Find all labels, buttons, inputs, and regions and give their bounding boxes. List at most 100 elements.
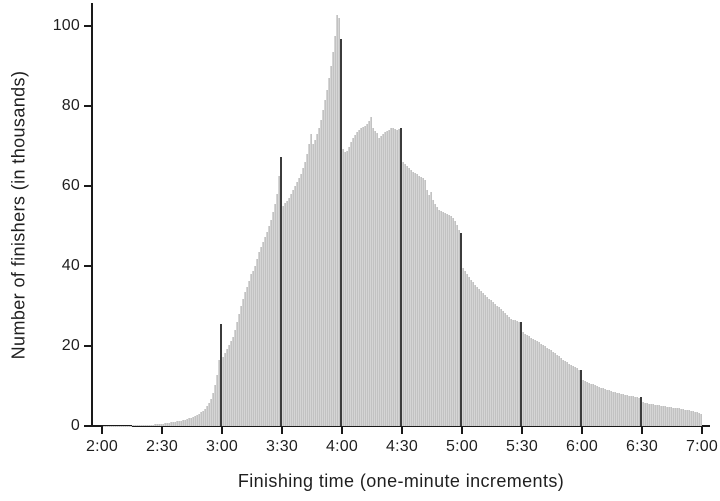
- histogram-bar: [544, 346, 546, 426]
- histogram-bar: [494, 304, 496, 426]
- histogram-bar: [434, 203, 436, 426]
- histogram-bar: [490, 300, 492, 426]
- histogram-bar: [350, 142, 352, 426]
- histogram-bar: [166, 423, 168, 426]
- histogram-bar: [390, 128, 392, 426]
- histogram-bar: [290, 194, 292, 426]
- histogram-bar: [160, 423, 162, 426]
- histogram-bar: [408, 168, 410, 426]
- histogram-bar: [396, 129, 398, 426]
- histogram-bar: [294, 186, 296, 426]
- histogram-bar: [154, 424, 156, 426]
- histogram-bar: [304, 162, 306, 426]
- histogram-bar: [266, 231, 268, 426]
- histogram-bar: [468, 276, 470, 426]
- x-tick-mark: [581, 426, 583, 434]
- histogram-bar: [310, 134, 312, 426]
- x-axis-title: Finishing time (one-minute increments): [237, 471, 565, 491]
- histogram-bar: [296, 182, 298, 426]
- histogram-bar: [184, 419, 186, 426]
- histogram-bar: [336, 14, 338, 426]
- histogram-bar: [652, 404, 654, 426]
- histogram-bar: [328, 78, 330, 426]
- histogram-bar: [394, 128, 396, 426]
- histogram-bar: [210, 398, 212, 426]
- histogram-bar: [232, 336, 234, 426]
- histogram-bar: [364, 125, 366, 426]
- histogram-bar: [308, 144, 310, 426]
- x-tick-mark: [401, 426, 403, 434]
- histogram-bar: [242, 298, 244, 426]
- histogram-bar: [446, 214, 448, 426]
- histogram-bar: [170, 422, 172, 426]
- histogram-bar: [368, 121, 370, 426]
- histogram-bar: [192, 416, 194, 426]
- histogram-bar: [398, 128, 400, 426]
- histogram-bar: [352, 138, 354, 426]
- histogram-bar: [424, 180, 426, 426]
- histogram-bar: [298, 178, 300, 426]
- histogram-bar: [418, 175, 420, 426]
- histogram-bar: [248, 281, 250, 426]
- histogram-bar: [614, 392, 616, 426]
- x-tick-label: 5:00: [446, 438, 478, 455]
- histogram-bar: [194, 415, 196, 426]
- histogram-bar: [246, 286, 248, 426]
- histogram-bar: [402, 162, 404, 426]
- histogram-bar: [264, 237, 266, 426]
- histogram-bar: [454, 221, 456, 426]
- histogram-bar: [370, 116, 372, 426]
- histogram-bar: [200, 412, 202, 426]
- histogram-bar: [534, 340, 536, 426]
- y-tick-mark: [84, 25, 92, 27]
- histogram-bar: [288, 198, 290, 426]
- histogram-bar: [244, 292, 246, 426]
- histogram-bar: [672, 407, 674, 426]
- histogram-bar: [594, 385, 596, 426]
- histogram-bar: [516, 321, 518, 426]
- histogram-bar: [382, 134, 384, 426]
- histogram-bar: [236, 322, 238, 426]
- histogram-bar: [344, 152, 346, 426]
- histogram-bar: [656, 405, 658, 426]
- histogram-bar: [532, 338, 534, 426]
- histogram-bar: [470, 279, 472, 426]
- histogram-bar: [650, 404, 652, 426]
- histogram-bar: [634, 396, 636, 426]
- histogram-bar: [316, 134, 318, 426]
- y-tick-mark: [84, 345, 92, 347]
- histogram-bar: [692, 411, 694, 426]
- histogram-bar: [332, 52, 334, 426]
- histogram-bar: [586, 382, 588, 426]
- histogram-bar: [552, 351, 554, 426]
- histogram-bar: [482, 292, 484, 426]
- histogram-bar: [442, 212, 444, 426]
- histogram-bar: [674, 407, 676, 426]
- histogram-bar: [700, 413, 702, 426]
- histogram-bars: [102, 3, 702, 426]
- histogram-bar: [602, 388, 604, 426]
- histogram-bar: [658, 405, 660, 426]
- histogram-bar: [662, 406, 664, 426]
- histogram-bar: [480, 290, 482, 426]
- histogram-bar: [562, 359, 564, 426]
- histogram-bar: [578, 369, 580, 426]
- histogram-bar: [538, 342, 540, 426]
- histogram-bar-highlight: [640, 397, 642, 426]
- y-tick-label: 40: [61, 257, 80, 274]
- histogram-bar: [620, 393, 622, 426]
- histogram-bar: [664, 406, 666, 426]
- histogram-bar: [550, 350, 552, 426]
- histogram-bar: [202, 410, 204, 426]
- histogram-bar: [198, 413, 200, 426]
- x-tick-mark: [461, 426, 463, 434]
- histogram-bar: [164, 423, 166, 426]
- histogram-bar: [410, 170, 412, 426]
- y-tick-mark: [84, 425, 92, 427]
- x-tick-label: 3:30: [266, 438, 298, 455]
- histogram-bar: [258, 252, 260, 426]
- histogram-bar: [360, 128, 362, 426]
- histogram-bar-highlight: [520, 322, 522, 426]
- histogram-bar: [560, 358, 562, 426]
